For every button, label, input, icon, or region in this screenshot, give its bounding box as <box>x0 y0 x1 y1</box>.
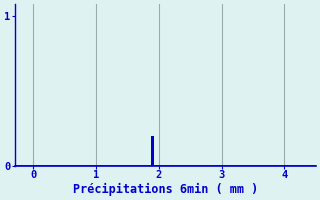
X-axis label: Précipitations 6min ( mm ): Précipitations 6min ( mm ) <box>73 183 258 196</box>
Bar <box>151 136 154 166</box>
